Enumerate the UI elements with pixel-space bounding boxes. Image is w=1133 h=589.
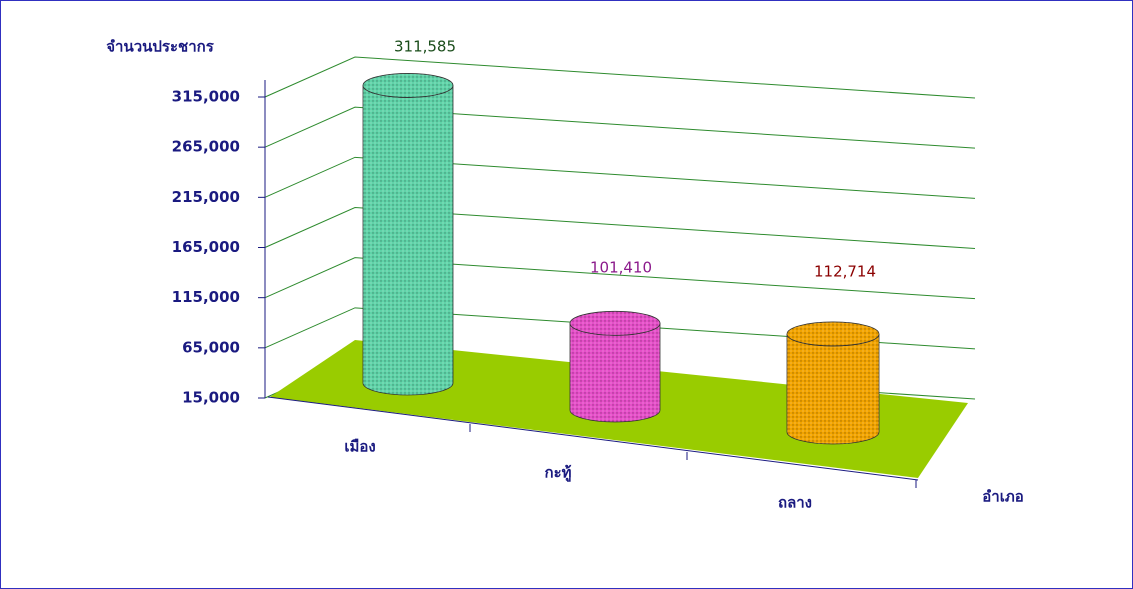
y-tick-label: 215,000 <box>172 188 240 206</box>
cylinder-texture <box>570 323 660 422</box>
value-label: 112,714 <box>814 263 876 281</box>
cylinder-texture <box>363 85 453 395</box>
value-label: 101,410 <box>590 259 652 277</box>
y-axis-title: จำนวนประชากร <box>106 38 214 56</box>
cylinder-top-texture <box>787 321 879 346</box>
y-tick-label: 265,000 <box>172 138 240 156</box>
x-tick-label: กะทู้ <box>544 464 571 483</box>
grid-line <box>264 206 976 249</box>
y-tick-label: 65,000 <box>182 338 240 356</box>
grid-line <box>264 106 976 149</box>
y-tick-label: 315,000 <box>172 88 240 106</box>
grid-line <box>264 156 976 199</box>
value-label: 311,585 <box>394 38 456 56</box>
cylinder-top-texture <box>570 311 660 336</box>
grid-line <box>264 56 976 99</box>
x-tick-label: เมือง <box>344 438 375 456</box>
y-tick-label: 165,000 <box>172 238 240 256</box>
x-tick-label: ถลาง <box>778 494 812 512</box>
cylinder-top-texture <box>363 73 453 98</box>
y-tick-label: 15,000 <box>182 389 240 407</box>
grid-line <box>264 307 976 350</box>
grid-line <box>264 257 976 300</box>
x-axis <box>267 396 919 481</box>
cylinder-texture <box>787 333 879 444</box>
x-axis-title: อำเภอ <box>982 488 1023 506</box>
y-tick-label: 115,000 <box>172 288 240 306</box>
